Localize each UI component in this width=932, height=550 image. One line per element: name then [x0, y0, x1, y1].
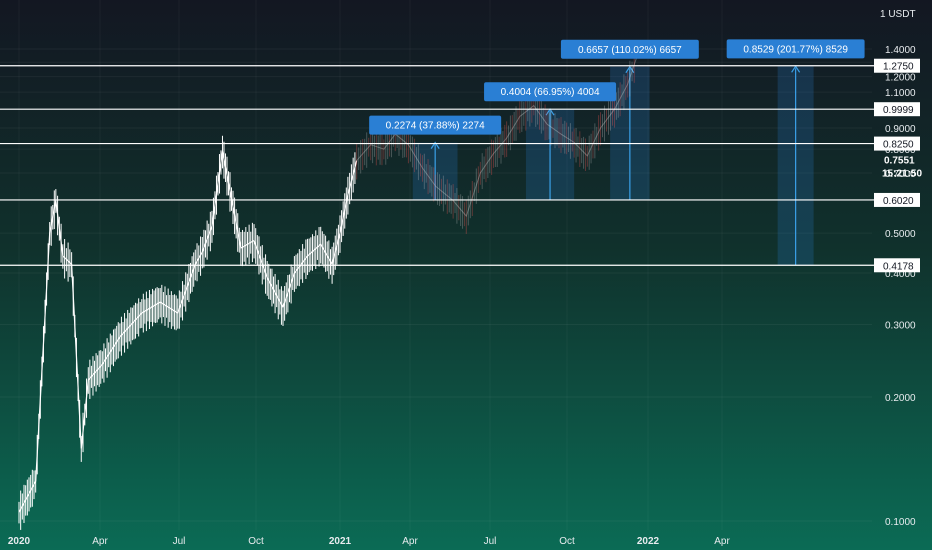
quote-unit-label: 1 USDT [880, 9, 916, 20]
y-tick-label: 0.1000 [885, 517, 916, 528]
level-price-label: 0.9999 [874, 102, 920, 117]
y-tick-label: 0.3000 [885, 321, 916, 332]
countdown-text: 15:21:50 [882, 168, 922, 179]
measure-arrowhead [430, 141, 440, 149]
measure-arrowhead [791, 65, 801, 73]
measure-label-text: 0.6657 (110.02%) 6657 [578, 45, 682, 56]
measure-label-box [560, 39, 699, 59]
level-price-label: 0.4178 [874, 258, 920, 273]
measure-label: 0.8529 (201.77%) 8529 [726, 39, 865, 59]
level-price-box [874, 192, 920, 207]
y-tick-label: 0.7000 [885, 169, 916, 180]
measure-boxes [412, 65, 814, 266]
last-price-label: 0.7551 15:21:50 [882, 155, 922, 179]
measure-label-box [726, 39, 865, 59]
y-tick-label: 0.9000 [885, 124, 916, 135]
faded-line [356, 58, 637, 218]
x-tick-label: Apr [92, 536, 108, 547]
y-tick-label: 0.5000 [885, 229, 916, 240]
measure-label-text: 0.4004 (66.95%) 4004 [501, 87, 600, 98]
price-series [18, 48, 637, 530]
level-price-label: 0.8250 [874, 136, 920, 151]
measure-label-box [369, 115, 502, 135]
level-price-text: 1.2750 [883, 62, 914, 73]
y-tick-label: 0.4000 [885, 269, 916, 280]
level-price-label: 0.6020 [874, 192, 920, 207]
x-tick-label: Jul [484, 536, 497, 547]
measure-label-box [484, 82, 617, 102]
x-tick-label: Oct [559, 536, 575, 547]
measure-label-text: 0.2274 (37.88%) 2274 [386, 121, 485, 132]
measure-label: 0.2274 (37.88%) 2274 [369, 115, 502, 135]
measure-label-text: 0.8529 (201.77%) 8529 [743, 44, 848, 55]
level-price-box [874, 136, 920, 151]
level-price-box [874, 58, 920, 73]
time-axis[interactable]: 2020 Apr Jul Oct 2021 Apr Jul Oct 2022 Apr [8, 536, 731, 547]
y-tick-label: 1.2000 [885, 73, 916, 84]
horizontal-levels [0, 65, 876, 266]
x-tick-label: Jul [173, 536, 186, 547]
level-price-text: 0.4178 [883, 261, 914, 272]
measure-arrowhead [625, 65, 635, 74]
level-price-box [874, 258, 920, 273]
y-tick-label: 0.2000 [885, 393, 916, 404]
measure-label: 0.4004 (66.95%) 4004 [484, 82, 617, 102]
x-tick-label: Oct [248, 536, 264, 547]
y-tick-label: 1.1000 [885, 88, 916, 99]
last-price-text: 0.7551 [884, 155, 915, 166]
level-price-box [874, 102, 920, 117]
y-tick-label: 1.4000 [885, 45, 916, 56]
y-tick-label: 0.8000 [885, 145, 916, 156]
overlay-labels: 0.2274 (37.88%) 2274 0.4004 (66.95%) 4004… [369, 39, 922, 273]
x-tick-label: 2022 [637, 536, 660, 547]
x-tick-label: 2021 [329, 536, 352, 547]
level-price-text: 0.8250 [883, 140, 914, 151]
x-tick-label: Apr [714, 536, 730, 547]
level-price-label: 1.2750 [874, 58, 920, 73]
measure-label: 0.6657 (110.02%) 6657 [560, 39, 699, 59]
price-line [18, 151, 358, 513]
x-tick-label: Apr [402, 536, 418, 547]
level-price-text: 0.6020 [883, 196, 914, 207]
x-tick-label: 2020 [8, 536, 31, 547]
level-price-text: 0.9999 [883, 105, 914, 116]
